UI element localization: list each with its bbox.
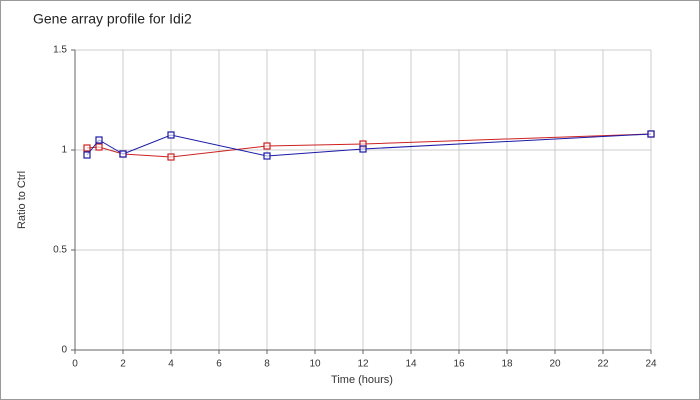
x-tick-label: 6 bbox=[216, 359, 222, 370]
chart-title: Gene array profile for Idi2 bbox=[33, 11, 192, 27]
x-tick-label: 12 bbox=[357, 359, 369, 370]
x-tick-label: 10 bbox=[309, 359, 321, 370]
x-tick-label: 20 bbox=[549, 359, 561, 370]
data-point bbox=[167, 153, 175, 161]
y-axis-label: Ratio to Ctrl bbox=[16, 171, 28, 229]
y-tick-label: 0 bbox=[61, 345, 67, 356]
data-point bbox=[263, 152, 271, 160]
x-tick-label: 8 bbox=[264, 359, 270, 370]
x-tick-label: 24 bbox=[645, 359, 657, 370]
data-point bbox=[167, 131, 175, 139]
x-tick-label: 22 bbox=[597, 359, 609, 370]
y-tick-label: 0.5 bbox=[53, 245, 67, 256]
x-tick-label: 18 bbox=[501, 359, 513, 370]
y-tick-label: 1.5 bbox=[53, 45, 67, 56]
data-point bbox=[83, 151, 91, 159]
data-point bbox=[95, 143, 103, 151]
x-tick-label: 4 bbox=[168, 359, 174, 370]
data-point bbox=[359, 145, 367, 153]
data-point bbox=[95, 136, 103, 144]
data-point bbox=[263, 142, 271, 150]
x-tick-label: 2 bbox=[120, 359, 126, 370]
data-point bbox=[119, 150, 127, 158]
x-tick-label: 14 bbox=[405, 359, 417, 370]
x-tick-label: 16 bbox=[453, 359, 465, 370]
data-point bbox=[83, 144, 91, 152]
x-axis-label: Time (hours) bbox=[331, 374, 393, 386]
data-point bbox=[647, 130, 655, 138]
x-tick-label: 0 bbox=[72, 359, 78, 370]
y-tick-label: 1 bbox=[61, 145, 67, 156]
